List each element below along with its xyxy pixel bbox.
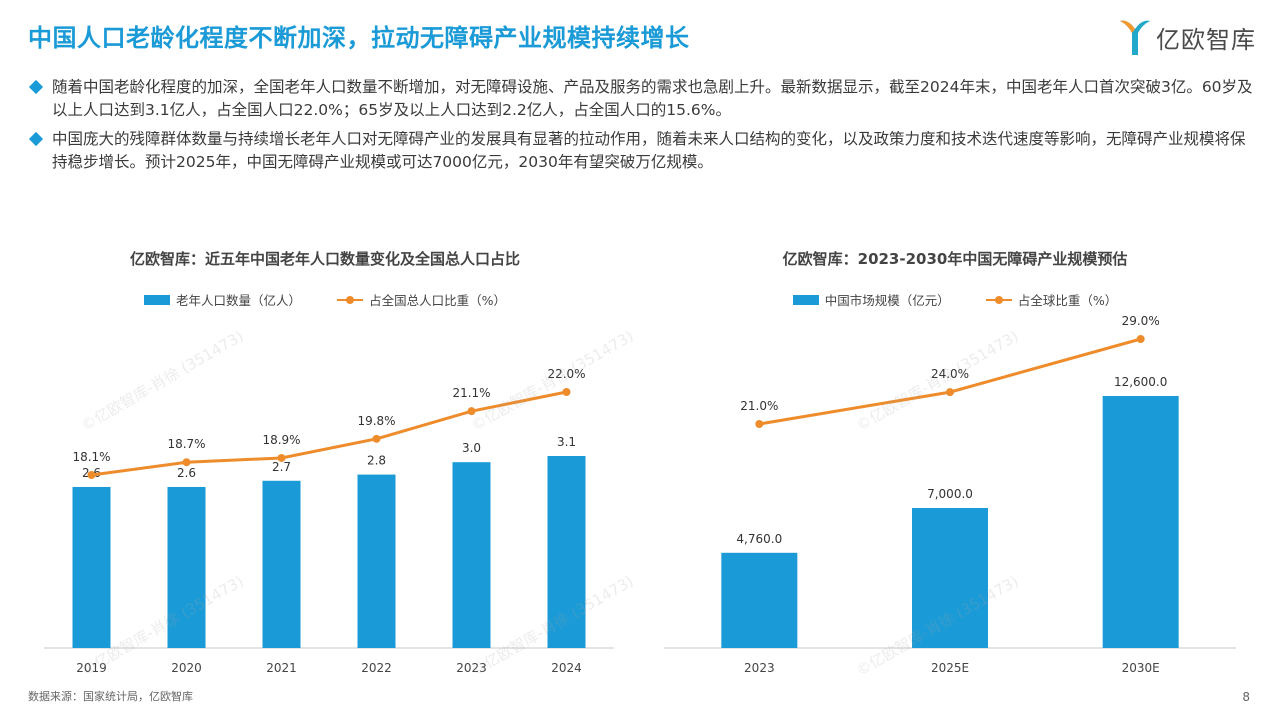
page-title: 中国人口老龄化程度不断加深，拉动无障碍产业规模持续增长: [28, 24, 690, 52]
elderly-population-chart: 亿欧智库：近五年中国老年人口数量变化及全国总人口占比 老年人口数量（亿人） 占全…: [30, 236, 620, 686]
line-value-label: 19.8%: [357, 414, 395, 428]
chart-legend: 老年人口数量（亿人） 占全国总人口比重（%）: [30, 290, 620, 309]
line-value-label: 18.1%: [72, 450, 110, 464]
legend-label: 占全球比重（%）: [1017, 293, 1118, 308]
line-value-label: 21.0%: [740, 399, 778, 413]
chart-plot: 4,760.0 2023 7,000.0 2025E 12,600.0 2030E 21.0…: [664, 314, 1236, 675]
line-value-label: 29.0%: [1122, 314, 1160, 328]
line-value-label: 18.9%: [262, 433, 300, 447]
bar: [912, 508, 988, 648]
chart-title: 亿欧智库：近五年中国老年人口数量变化及全国总人口占比: [129, 250, 520, 268]
share-line: [91, 390, 567, 477]
bar-value-label: 12,600.0: [1114, 375, 1167, 389]
legend-item-bars: 老年人口数量（亿人）: [144, 290, 301, 309]
summary-bullets: 随着中国老龄化程度的加深，全国老年人口数量不断增加，对无障碍设施、产品及服务的需…: [28, 76, 1258, 180]
legend-label: 占全国总人口比重（%）: [369, 293, 506, 308]
bar: [452, 462, 491, 648]
legend-item-line: 占全球比重（%）: [985, 290, 1118, 309]
line-point: [87, 471, 96, 479]
legend-label: 中国市场规模（亿元）: [824, 293, 950, 308]
bar-swatch-icon: [144, 294, 171, 305]
bar: [721, 552, 798, 648]
line-swatch-icon: [985, 295, 1012, 305]
bar-value-label: 3.0: [462, 441, 481, 455]
chart-legend: 中国市场规模（亿元） 占全球比重（%）: [660, 290, 1250, 309]
line-value-label: 24.0%: [931, 367, 969, 381]
x-tick-label: 2020: [171, 661, 202, 675]
legend-item-bars: 中国市场规模（亿元）: [792, 290, 950, 309]
bullet-item: 中国庞大的残障群体数量与持续增长老年人口对无障碍产业的发展具有显著的拉动作用，随…: [28, 128, 1258, 174]
line-point: [1136, 335, 1145, 343]
bar: [167, 486, 206, 648]
bar: [547, 456, 586, 648]
page-number: 8: [1242, 690, 1250, 704]
bar: [357, 474, 396, 648]
x-tick-label: 2023: [744, 661, 775, 675]
line-point: [562, 388, 571, 396]
chart-plot: 2.620192.620202.720212.820223.020233.120…: [44, 367, 614, 675]
legend-item-line: 占全国总人口比重（%）: [337, 290, 506, 309]
bar-value-label: 4,760.0: [736, 532, 782, 546]
chart-title: 亿欧智库：2023-2030年中国无障碍产业规模预估: [782, 250, 1128, 268]
logo-text: 亿欧智库: [1156, 25, 1256, 54]
x-tick-label: 2021: [266, 661, 297, 675]
brand-logo: 亿欧智库: [1118, 16, 1256, 58]
bar-value-label: 7,000.0: [927, 487, 973, 501]
line-point: [372, 434, 381, 443]
line-point: [182, 458, 191, 467]
x-tick-label: 2030E: [1122, 661, 1160, 675]
line-point: [755, 420, 764, 428]
x-tick-label: 2022: [361, 661, 392, 675]
bar-swatch-icon: [792, 294, 819, 305]
bullet-item: 随着中国老龄化程度的加深，全国老年人口数量不断增加，对无障碍设施、产品及服务的需…: [28, 76, 1258, 122]
diamond-bullet-icon: [28, 131, 44, 147]
diamond-bullet-icon: [28, 79, 44, 95]
line-value-label: 21.1%: [452, 386, 490, 400]
bar-value-label: 2.6: [177, 466, 196, 480]
line-value-label: 22.0%: [547, 367, 585, 381]
bar: [262, 480, 301, 648]
legend-label: 老年人口数量（亿人）: [176, 293, 302, 308]
bar: [1102, 396, 1179, 648]
accessibility-industry-chart: 亿欧智库：2023-2030年中国无障碍产业规模预估 中国市场规模（亿元） 占全…: [660, 236, 1250, 686]
bar-value-label: 2.8: [367, 454, 386, 468]
bullet-text: 随着中国老龄化程度的加深，全国老年人口数量不断增加，对无障碍设施、产品及服务的需…: [52, 78, 1253, 119]
x-tick-label: 2019: [76, 661, 107, 675]
line-point: [467, 407, 476, 416]
share-line: [759, 337, 1142, 426]
bar-value-label: 3.1: [557, 435, 576, 449]
x-tick-label: 2025E: [931, 661, 969, 675]
bullet-text: 中国庞大的残障群体数量与持续增长老年人口对无障碍产业的发展具有显著的拉动作用，随…: [52, 130, 1246, 171]
line-point: [946, 388, 954, 397]
data-source-note: 数据来源：国家统计局，亿欧智库: [28, 690, 193, 703]
logo-mark-icon: [1120, 20, 1150, 56]
x-tick-label: 2024: [551, 661, 582, 675]
x-tick-label: 2023: [456, 661, 487, 675]
line-value-label: 18.7%: [167, 437, 205, 451]
bar: [72, 486, 111, 648]
line-point: [277, 453, 286, 462]
bar-value-label: 2.7: [272, 460, 291, 474]
line-swatch-icon: [337, 295, 364, 305]
